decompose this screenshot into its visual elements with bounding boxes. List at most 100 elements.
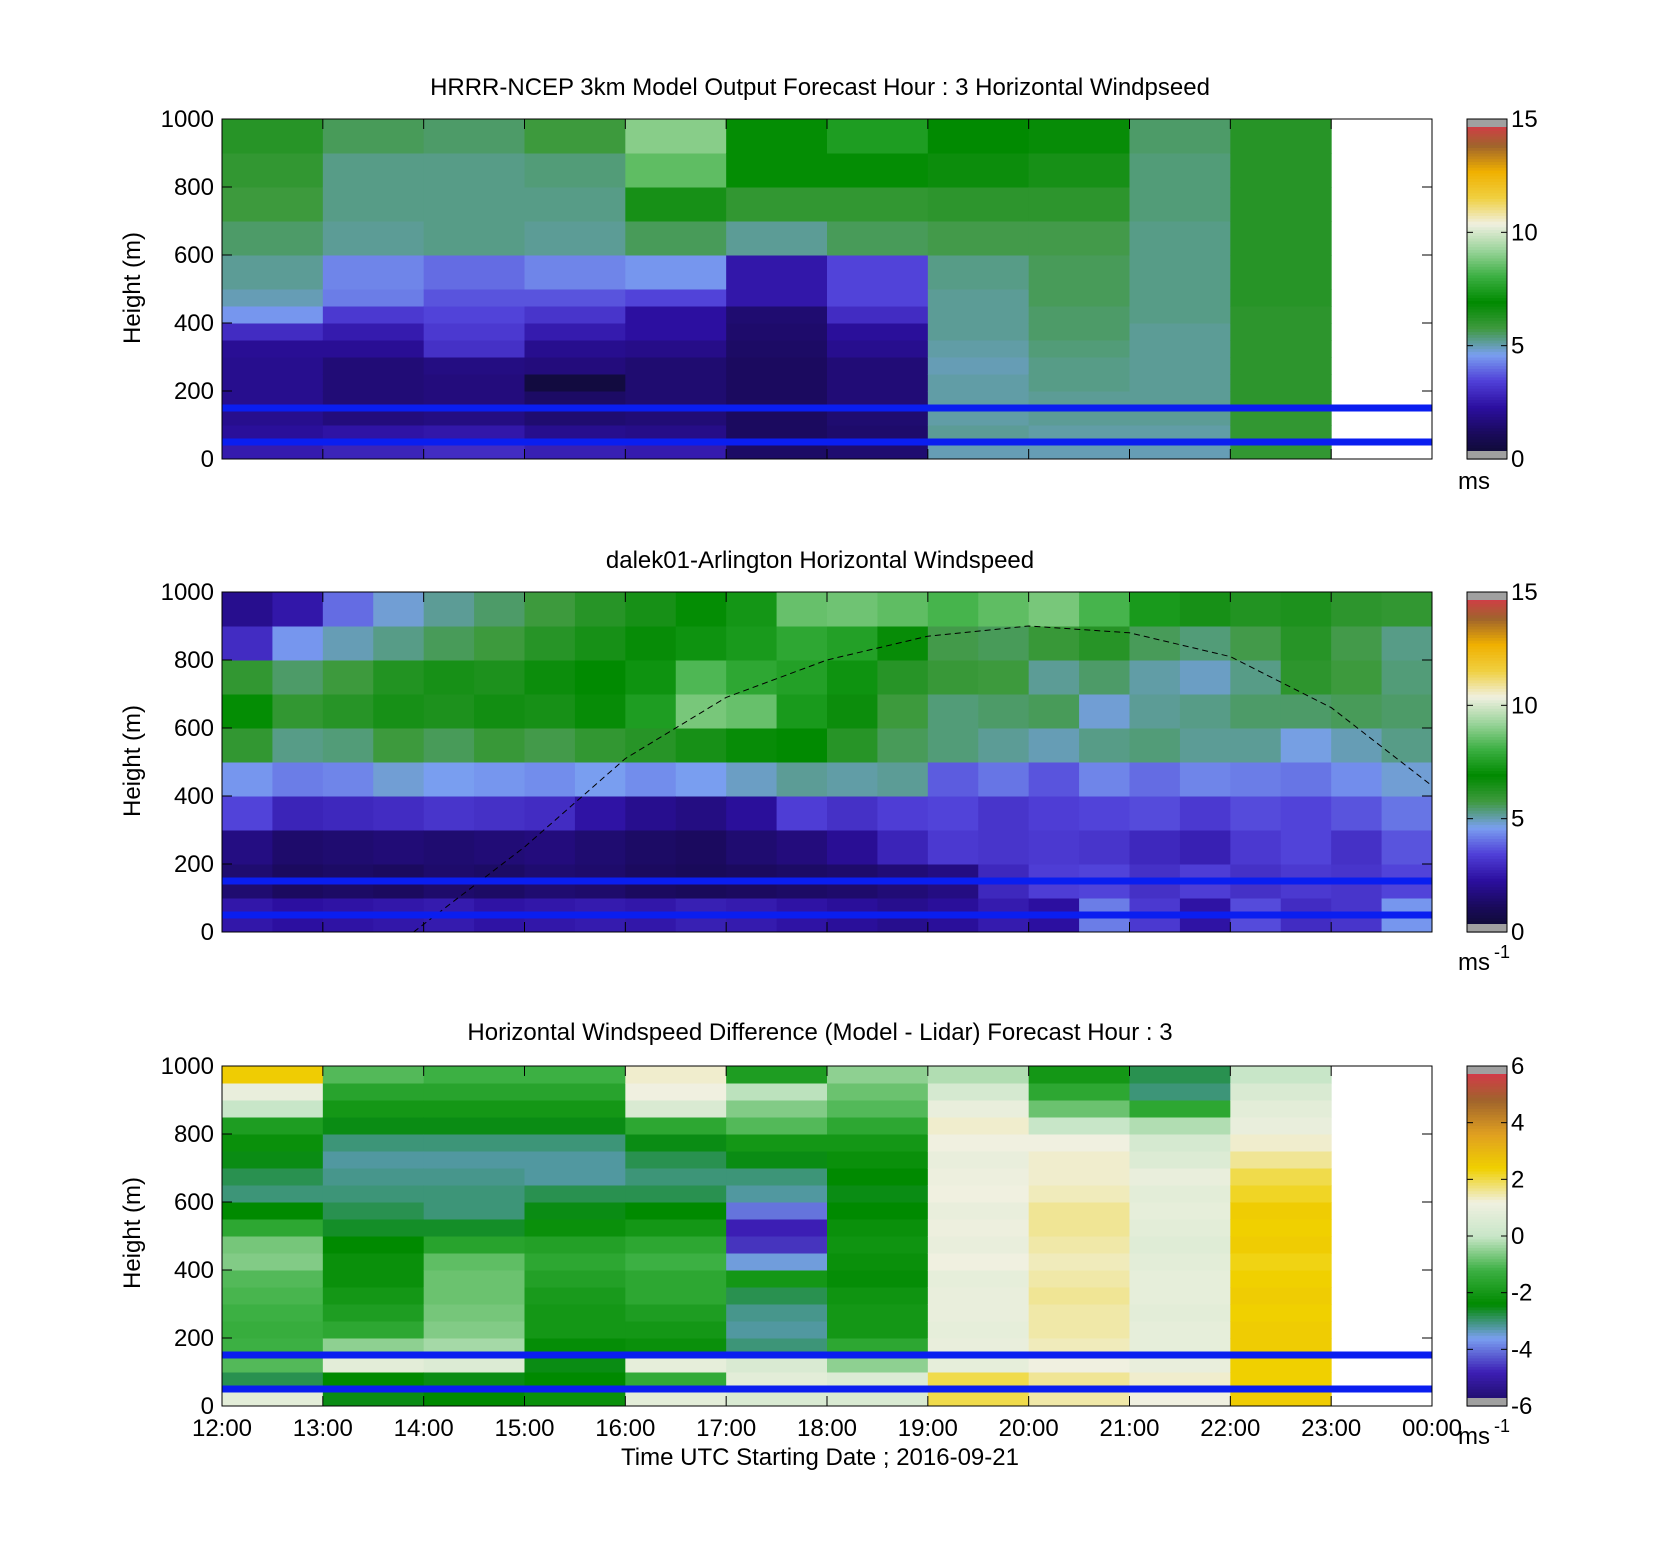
heatmap-cell bbox=[877, 626, 929, 661]
heatmap-cell bbox=[524, 762, 576, 797]
panel-title: HRRR-NCEP 3km Model Output Forecast Hour… bbox=[430, 74, 1210, 101]
colorbar-segment bbox=[1467, 1281, 1507, 1285]
heatmap-cell bbox=[1129, 1219, 1231, 1237]
colorbar-segment bbox=[1467, 306, 1507, 310]
heatmap-cell bbox=[222, 1185, 324, 1203]
heatmap-cell bbox=[625, 1372, 727, 1390]
heatmap-cell bbox=[1381, 796, 1432, 831]
heatmap-cell bbox=[1129, 1168, 1231, 1186]
heatmap-cell bbox=[827, 408, 929, 426]
heatmap-cell bbox=[1129, 1253, 1231, 1271]
colorbar-segment bbox=[1467, 274, 1507, 279]
heatmap-cell bbox=[272, 728, 324, 763]
heatmap-cell bbox=[726, 1066, 828, 1084]
colorbar-segment bbox=[1467, 801, 1507, 806]
heatmap-cell bbox=[726, 762, 778, 797]
colorbar-segment bbox=[1467, 314, 1507, 318]
heatmap-cell bbox=[827, 1066, 929, 1084]
heatmap-cell bbox=[1179, 762, 1231, 797]
heatmap-cell bbox=[726, 425, 828, 443]
heatmap-cell bbox=[423, 830, 475, 865]
colorbar-segment bbox=[1467, 696, 1507, 701]
heatmap-cell bbox=[423, 1338, 525, 1356]
colorbar-segment bbox=[1467, 1253, 1507, 1257]
heatmap-cell bbox=[827, 1100, 929, 1118]
colorbar: 0 5 10 15 ms -1 bbox=[1458, 579, 1538, 976]
heatmap-cell bbox=[1028, 1083, 1130, 1101]
heatmap-cell bbox=[726, 796, 778, 831]
colorbar-segment bbox=[1467, 849, 1507, 854]
heatmap-cell bbox=[1129, 1185, 1231, 1203]
heatmap-cell bbox=[827, 1287, 929, 1305]
y-tick-label: 400 bbox=[174, 783, 214, 810]
heatmap-cell bbox=[776, 660, 828, 695]
colorbar-segment bbox=[1467, 365, 1507, 369]
colorbar-segment bbox=[1467, 1077, 1507, 1081]
heatmap-cell bbox=[827, 1321, 929, 1339]
heatmap-cell bbox=[1028, 374, 1130, 392]
y-tick-label: 400 bbox=[174, 1257, 214, 1284]
heatmap-cell bbox=[474, 728, 525, 763]
heatmap-cell bbox=[827, 1168, 929, 1186]
colorbar-segment bbox=[1467, 1343, 1507, 1348]
heatmap-cell bbox=[1129, 340, 1231, 358]
heatmap-cell bbox=[222, 1321, 324, 1339]
heatmap-cell bbox=[524, 323, 626, 341]
colorbar-segment bbox=[1467, 396, 1507, 401]
heatmap-cell bbox=[927, 255, 1030, 290]
heatmap-cell bbox=[222, 391, 324, 409]
heatmap-cell bbox=[1230, 1270, 1332, 1288]
heatmap-cell bbox=[827, 1355, 929, 1373]
heatmap-cell bbox=[322, 442, 425, 459]
heatmap-cell bbox=[222, 221, 324, 256]
colorbar-segment bbox=[1467, 878, 1507, 882]
heatmap-cell bbox=[322, 762, 374, 797]
heatmap-cell bbox=[1028, 626, 1080, 661]
colorbar-segment bbox=[1467, 243, 1507, 248]
heatmap-cell bbox=[927, 1270, 1030, 1288]
heatmap-cell bbox=[625, 762, 677, 797]
colorbar-frame bbox=[1466, 118, 1508, 460]
heatmap-cell bbox=[827, 1236, 929, 1254]
heatmap-cell bbox=[1028, 830, 1080, 865]
heatmap-cell bbox=[322, 1253, 425, 1271]
heatmap-cell bbox=[726, 1083, 828, 1101]
colorbar-segment bbox=[1467, 668, 1507, 672]
heatmap-cell bbox=[1028, 1304, 1130, 1322]
colorbar-segment bbox=[1467, 654, 1507, 658]
colorbar-segment bbox=[1467, 1238, 1507, 1243]
colorbar-tick-label: 10 bbox=[1511, 219, 1538, 246]
colorbar-segment bbox=[1467, 348, 1507, 352]
colorbar-segment bbox=[1467, 376, 1507, 381]
colorbar-tick-label: 10 bbox=[1511, 692, 1538, 719]
heatmap-cell bbox=[1230, 323, 1332, 341]
colorbar-segment bbox=[1467, 875, 1507, 879]
heatmap-cell bbox=[1331, 762, 1383, 797]
colorbar-tick-label: 4 bbox=[1511, 1110, 1524, 1137]
heatmap-cell bbox=[625, 374, 727, 392]
heatmap-cell bbox=[1129, 1083, 1231, 1101]
colorbar-segment bbox=[1467, 603, 1507, 607]
colorbar-segment bbox=[1467, 708, 1507, 712]
y-tick-label: 200 bbox=[174, 851, 214, 878]
colorbar-segment bbox=[1467, 1145, 1507, 1149]
heatmap-cell bbox=[1230, 592, 1282, 627]
colorbar-segment bbox=[1467, 1216, 1507, 1220]
heatmap-cell bbox=[322, 1134, 425, 1152]
heatmap-cell bbox=[1028, 694, 1080, 729]
colorbar-segment bbox=[1467, 793, 1507, 797]
heatmap-cell bbox=[423, 1134, 525, 1152]
heatmap-cell bbox=[726, 119, 828, 154]
heatmap-cell bbox=[423, 357, 525, 375]
heatmap-cell bbox=[322, 391, 425, 409]
heatmap-cell bbox=[574, 796, 626, 831]
y-tick-label: 600 bbox=[174, 242, 214, 269]
heatmap-cell bbox=[1028, 1372, 1130, 1390]
colorbar-segment bbox=[1467, 753, 1507, 757]
colorbar-segment bbox=[1467, 600, 1507, 604]
heatmap-cell bbox=[675, 660, 727, 695]
colorbar-segment bbox=[1467, 1091, 1507, 1095]
heatmap-cell bbox=[1028, 1151, 1130, 1169]
heatmap-cell bbox=[1280, 592, 1332, 627]
heatmap-cell bbox=[222, 119, 324, 154]
